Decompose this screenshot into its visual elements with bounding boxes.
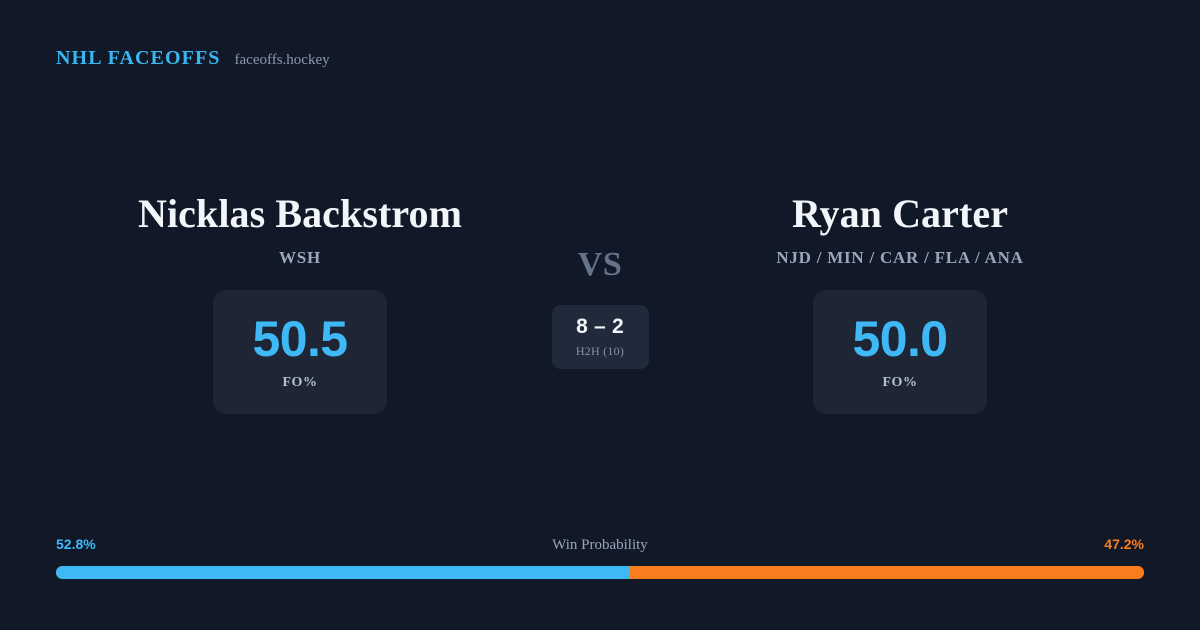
faceoff-stat-card-left: 50.5 FO% bbox=[213, 290, 387, 415]
versus-label: VS bbox=[577, 246, 623, 283]
win-probability-section: 52.8% Win Probability 47.2% bbox=[56, 536, 1144, 579]
head-to-head-label: H2H (10) bbox=[575, 343, 625, 358]
player-card-right: Ryan Carter NJD / MIN / CAR / FLA / ANA … bbox=[680, 190, 1120, 415]
faceoff-percent-label-left: FO% bbox=[282, 374, 318, 390]
brand-title: NHL FACEOFFS bbox=[56, 47, 221, 69]
faceoff-percent-label-right: FO% bbox=[882, 374, 918, 390]
matchup-row: Nicklas Backstrom WSH 50.5 FO% VS 8 – 2 … bbox=[0, 190, 1200, 415]
site-header: NHL FACEOFFS faceoffs.hockey bbox=[56, 47, 330, 70]
win-probability-title: Win Probability bbox=[552, 537, 648, 553]
faceoff-percent-value-right: 50.0 bbox=[852, 310, 949, 367]
win-probability-bar bbox=[56, 566, 1144, 579]
win-probability-bar-left-segment bbox=[56, 566, 631, 579]
head-to-head-score: 8 – 2 bbox=[576, 314, 624, 338]
head-to-head-badge: 8 – 2 H2H (10) bbox=[551, 305, 649, 369]
faceoff-percent-value-left: 50.5 bbox=[252, 310, 349, 367]
win-probability-labels: 52.8% Win Probability 47.2% bbox=[56, 536, 1144, 556]
versus-column: VS 8 – 2 H2H (10) bbox=[520, 190, 680, 369]
player-card-left: Nicklas Backstrom WSH 50.5 FO% bbox=[80, 190, 520, 415]
faceoff-stat-card-right: 50.0 FO% bbox=[813, 290, 987, 415]
player-teams-right: NJD / MIN / CAR / FLA / ANA bbox=[776, 248, 1024, 268]
win-probability-right-percent: 47.2% bbox=[1104, 536, 1144, 552]
player-name-right: Ryan Carter bbox=[791, 191, 1009, 236]
brand-domain: faceoffs.hockey bbox=[234, 52, 330, 68]
win-probability-bar-right-segment bbox=[630, 566, 1144, 579]
player-name-left: Nicklas Backstrom bbox=[138, 191, 462, 236]
win-probability-left-percent: 52.8% bbox=[56, 536, 96, 552]
player-teams-left: WSH bbox=[279, 248, 321, 268]
